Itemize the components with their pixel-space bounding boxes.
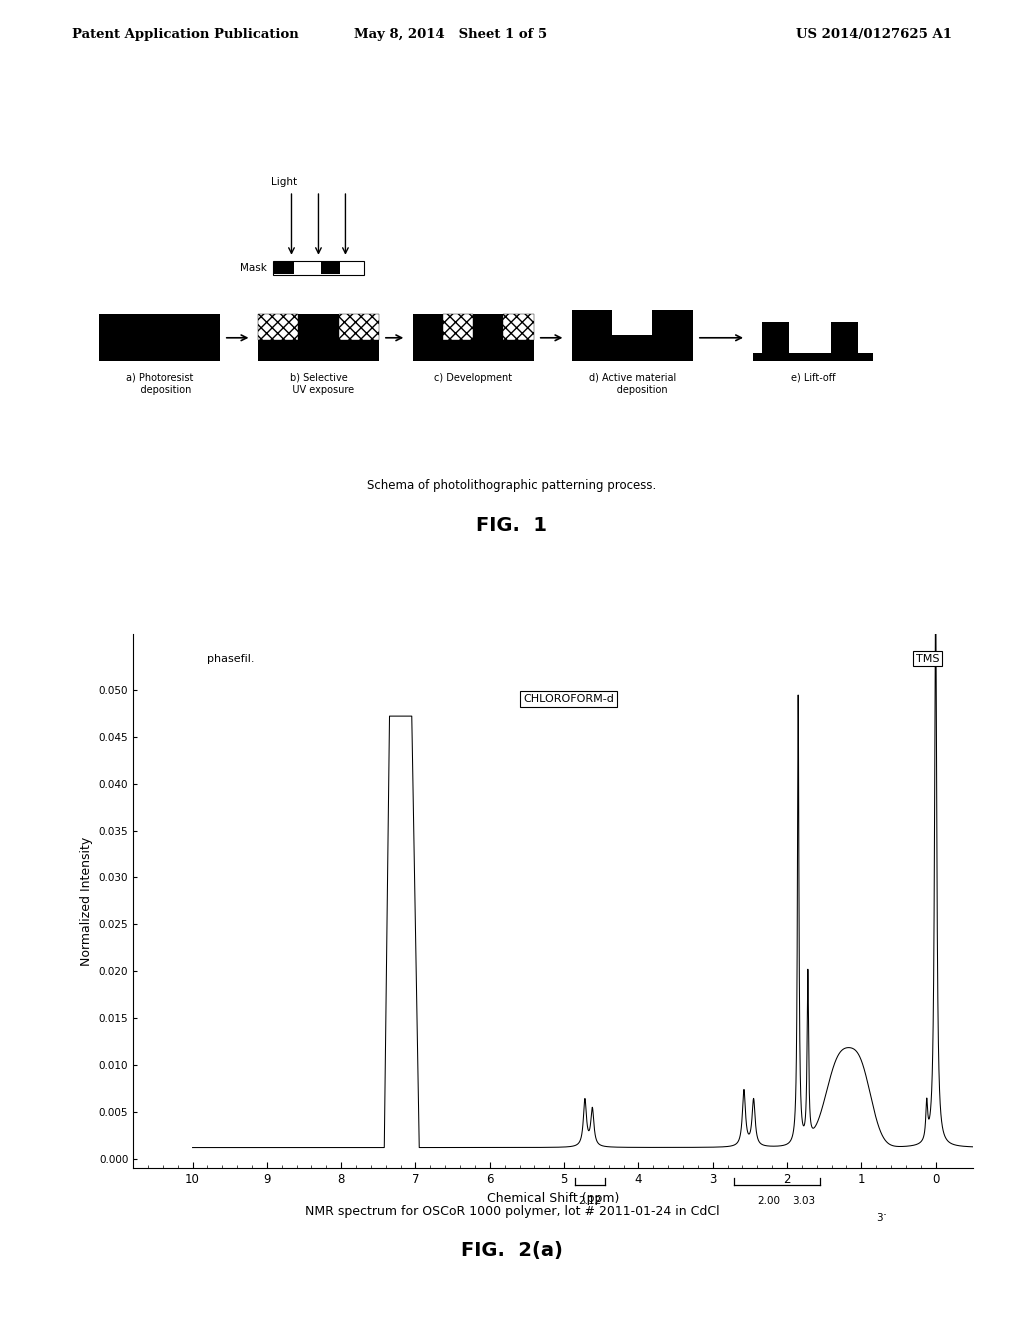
Text: a) Photoresist
    deposition: a) Photoresist deposition bbox=[126, 374, 193, 395]
Bar bbox=[99, 314, 219, 362]
Text: Mask: Mask bbox=[240, 263, 266, 273]
Bar bbox=[258, 314, 298, 341]
Bar bbox=[273, 261, 364, 275]
Text: 2.12: 2.12 bbox=[579, 1196, 602, 1206]
Bar bbox=[413, 314, 443, 341]
Text: US 2014/0127625 A1: US 2014/0127625 A1 bbox=[797, 28, 952, 41]
Bar bbox=[504, 314, 534, 341]
Bar bbox=[473, 314, 504, 341]
Bar bbox=[831, 322, 858, 352]
Y-axis label: Normalized Intensity: Normalized Intensity bbox=[80, 837, 93, 965]
Text: FIG.  1: FIG. 1 bbox=[476, 516, 548, 535]
Text: 3: 3 bbox=[877, 1213, 883, 1224]
Text: d) Active material
      deposition: d) Active material deposition bbox=[589, 374, 676, 395]
Bar bbox=[274, 263, 294, 273]
Bar bbox=[652, 310, 692, 335]
Bar bbox=[572, 335, 692, 362]
Bar bbox=[321, 263, 340, 273]
Bar bbox=[339, 314, 379, 341]
Text: c) Development: c) Development bbox=[434, 374, 512, 383]
Bar bbox=[298, 314, 339, 341]
Bar bbox=[753, 352, 873, 362]
Text: May 8, 2014   Sheet 1 of 5: May 8, 2014 Sheet 1 of 5 bbox=[354, 28, 547, 41]
Text: phasefil.: phasefil. bbox=[208, 653, 255, 664]
X-axis label: Chemical Shift (ppm): Chemical Shift (ppm) bbox=[486, 1192, 620, 1205]
Text: e) Lift-off: e) Lift-off bbox=[791, 374, 836, 383]
Text: FIG.  2(a): FIG. 2(a) bbox=[461, 1241, 563, 1259]
Bar bbox=[413, 341, 534, 362]
Bar bbox=[572, 310, 612, 335]
Text: .: . bbox=[883, 1205, 887, 1218]
Text: CHLOROFORM-d: CHLOROFORM-d bbox=[523, 694, 614, 705]
Bar bbox=[258, 341, 379, 362]
Text: TMS: TMS bbox=[915, 653, 939, 664]
Bar bbox=[443, 314, 473, 341]
Text: Schema of photolithographic patterning process.: Schema of photolithographic patterning p… bbox=[368, 479, 656, 492]
Text: Light: Light bbox=[271, 177, 297, 187]
Text: 3.03: 3.03 bbox=[792, 1196, 815, 1206]
Bar bbox=[763, 322, 788, 352]
Text: b) Selective
   UV exposure: b) Selective UV exposure bbox=[283, 374, 354, 395]
Text: 2.00: 2.00 bbox=[757, 1196, 780, 1206]
Text: Patent Application Publication: Patent Application Publication bbox=[72, 28, 298, 41]
Text: NMR spectrum for OSCoR 1000 polymer, lot # 2011-01-24 in CdCl: NMR spectrum for OSCoR 1000 polymer, lot… bbox=[305, 1205, 719, 1218]
